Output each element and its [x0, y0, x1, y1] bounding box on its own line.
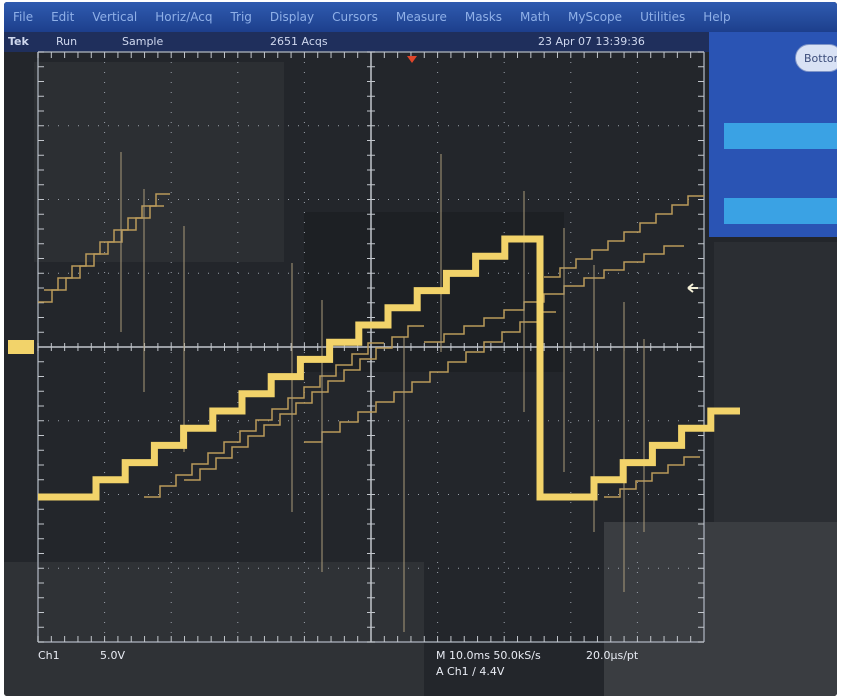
ghost-staircase	[44, 193, 170, 291]
menu-file[interactable]: File	[13, 10, 34, 24]
ghost-staircase	[38, 205, 164, 303]
menu-bar: File Edit Vertical Horiz/Acq Trig Display Curs…	[4, 2, 837, 32]
ghost-staircase	[144, 342, 384, 498]
channel1-ground-marker[interactable]	[8, 340, 34, 354]
time-resolution: 20.0µs/pt	[586, 649, 639, 662]
ghost-staircase	[184, 325, 424, 481]
ghost-traces	[38, 152, 704, 632]
menu-display[interactable]: Display	[269, 10, 315, 24]
menu-horizacq[interactable]: Horiz/Acq	[155, 10, 213, 24]
trigger-level-arrow[interactable]	[687, 283, 698, 293]
ghost-staircase	[304, 311, 556, 443]
menu-help[interactable]: Help	[703, 10, 731, 24]
oscilloscope-screen: File Edit Vertical Horiz/Acq Trig Display Curs…	[4, 2, 837, 696]
panel-field-1[interactable]	[724, 123, 837, 149]
trigger-position-marker[interactable]	[407, 56, 417, 63]
acquire-mode[interactable]: Sample	[122, 35, 164, 48]
menu-masks[interactable]: Masks	[464, 10, 503, 24]
date-time: 23 Apr 07 13:39:36	[538, 35, 645, 48]
run-state[interactable]: Run	[56, 35, 78, 48]
brand-label: Tek	[8, 35, 29, 48]
ghost-staircase	[424, 245, 684, 343]
menu-cursors[interactable]: Cursors	[332, 10, 378, 24]
panel-field-2[interactable]	[724, 198, 837, 224]
ghost-staircase	[604, 456, 700, 498]
menu-math[interactable]: Math	[520, 10, 551, 24]
menu-measure[interactable]: Measure	[395, 10, 447, 24]
acquisition-count: 2651 Acqs	[270, 35, 328, 48]
channel-label[interactable]: Ch1	[38, 649, 60, 662]
volts-per-division[interactable]: 5.0V	[100, 649, 126, 662]
trigger-setting[interactable]: A Ch1 ∕ 4.4V	[436, 665, 505, 678]
ghost-staircase	[544, 195, 704, 278]
horizontal-scale[interactable]: M 10.0ms 50.0kS/s	[436, 649, 541, 662]
status-bar: Tek Run Sample 2651 Acqs 23 Apr 07 13:39…	[4, 32, 709, 52]
graticule	[8, 51, 740, 643]
main-trace	[38, 235, 740, 501]
menu-edit[interactable]: Edit	[51, 10, 75, 24]
grid-lines	[37, 51, 705, 643]
menu-trig[interactable]: Trig	[230, 10, 252, 24]
menu-vertical[interactable]: Vertical	[92, 10, 138, 24]
bottom-button[interactable]: Botton	[795, 44, 837, 72]
menu-myscope[interactable]: MyScope	[568, 10, 623, 24]
channel1-waveform	[38, 235, 740, 501]
menu-utilities[interactable]: Utilities	[640, 10, 686, 24]
